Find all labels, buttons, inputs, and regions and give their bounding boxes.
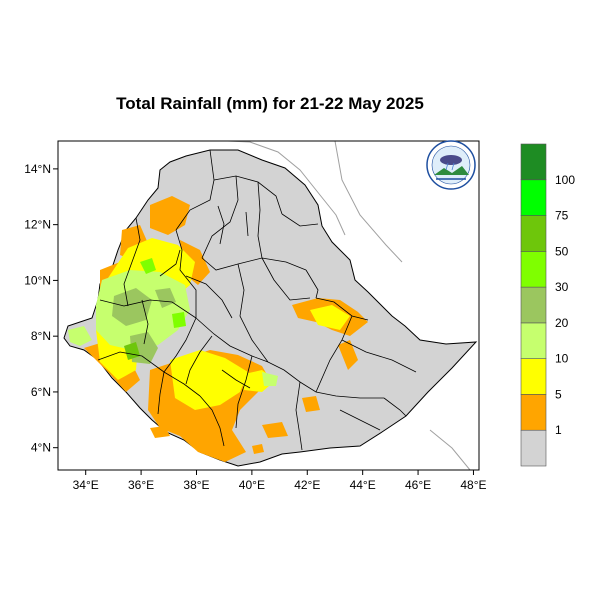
longitude-tick-label: 34°E [73,478,99,492]
axis-ticks: 34°E 36°E 38°E 40°E 42°E 44°E 46°E 48°E 14°N 12°N… [24,162,486,492]
latitude-tick-label: 14°N [24,162,51,176]
longitude-tick-label: 40°E [239,478,265,492]
latitude-tick-label: 10°N [24,273,51,287]
rainfall-50-75mm [124,342,140,360]
longitude-tick-label: 44°E [350,478,376,492]
longitude-tick-label: 42°E [294,478,320,492]
map-title: Total Rainfall (mm) for 21-22 May 2025 [116,94,424,113]
map-frame [57,140,480,471]
legend-label: 5 [555,387,562,401]
latitude-tick-label: 4°N [31,441,51,455]
latitude-tick-label: 8°N [31,329,51,343]
latitude-tick-label: 6°N [31,385,51,399]
longitude-tick-label: 38°E [183,478,209,492]
legend-label: 10 [555,352,569,366]
neighbor-border-somalia [429,429,471,470]
legend-label: 75 [555,209,569,223]
rainfall-legend: 1 5 10 20 30 50 75 100 [520,143,575,467]
ethiopian-meteorology-institute-logo [426,140,476,190]
legend-swatch [520,358,547,395]
legend-label: 30 [555,280,569,294]
legend-label: 20 [555,316,569,330]
latitude-tick-label: 12°N [24,218,51,232]
longitude-tick-label: 36°E [128,478,154,492]
legend-swatch [520,179,547,216]
legend-label: 50 [555,244,569,258]
legend-swatch [520,143,547,181]
rainfall-30-50mm [140,258,186,328]
neighbor-border-red-sea-coast [334,141,403,263]
legend-swatch [520,322,547,359]
regional-borders [97,149,417,451]
legend-swatch [520,215,547,252]
legend-swatch [520,394,547,431]
legend-swatch [520,429,547,467]
legend-label: 100 [555,173,575,187]
longitude-tick-label: 48°E [460,478,486,492]
legend-swatch [520,251,547,288]
longitude-tick-label: 46°E [405,478,431,492]
legend-label: 1 [555,423,562,437]
neighbor-border-eritrea [227,141,346,236]
legend-swatch [520,286,547,324]
